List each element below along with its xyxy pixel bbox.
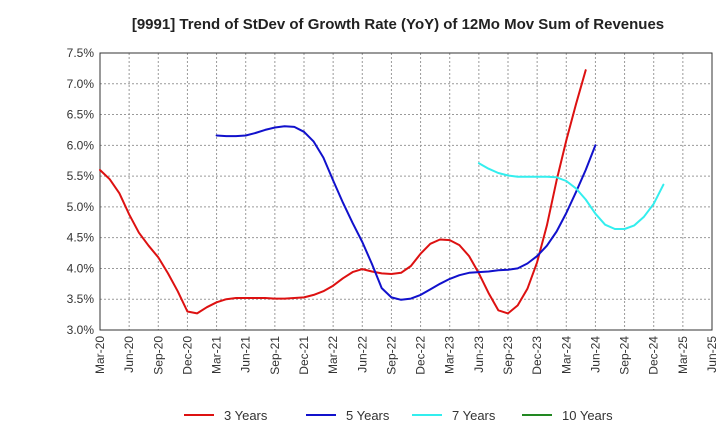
x-tick-label: Sep-20 (151, 336, 165, 375)
y-tick-label: 7.5% (67, 46, 95, 60)
y-tick-label: 6.0% (67, 138, 95, 152)
x-tick-label: Mar-20 (93, 336, 107, 374)
x-tick-label: Sep-23 (501, 336, 515, 375)
series-line-5-years (215, 125, 597, 301)
series-line-7-years (477, 162, 665, 230)
x-tick-label: Mar-23 (443, 336, 457, 374)
y-tick-label: 4.0% (67, 261, 95, 275)
x-tick-label: Mar-25 (676, 336, 690, 374)
y-tick-label: 5.5% (67, 169, 95, 183)
x-tick-label: Jun-25 (705, 336, 719, 373)
x-tick-label: Jun-23 (472, 336, 486, 373)
chart-title: [9991] Trend of StDev of Growth Rate (Yo… (132, 16, 664, 33)
x-tick-label: Jun-24 (588, 336, 602, 373)
y-axis: 3.0% 3.5% 4.0% 4.5% 5.0% 5.5% 6.0% 6.5% 7.0% 7.5% (67, 46, 95, 337)
x-tick-label: Dec-24 (647, 336, 661, 375)
legend-label: 5 Years (346, 408, 390, 423)
plot-area (99, 52, 713, 331)
x-tick-label: Mar-24 (559, 336, 573, 374)
x-tick-label: Jun-22 (355, 336, 369, 373)
x-tick-label: Sep-24 (618, 336, 632, 375)
x-tick-label: Dec-22 (414, 336, 428, 375)
x-tick-label: Dec-23 (530, 336, 544, 375)
x-tick-label: Mar-22 (326, 336, 340, 374)
x-tick-label: Sep-22 (384, 336, 398, 375)
series-line-3-years (99, 69, 587, 315)
grid (99, 52, 713, 331)
legend: 3 Years 5 Years 7 Years 10 Years (184, 408, 613, 423)
y-tick-label: 7.0% (67, 77, 95, 91)
x-tick-label: Dec-21 (297, 336, 311, 375)
legend-label: 3 Years (224, 408, 268, 423)
x-tick-label: Sep-21 (268, 336, 282, 375)
y-tick-label: 4.5% (67, 231, 95, 245)
x-axis: Mar-20 Jun-20 Sep-20 Dec-20 Mar-21 Jun-21 Sep-… (93, 336, 719, 375)
y-tick-label: 3.0% (67, 323, 95, 337)
y-tick-label: 5.0% (67, 200, 95, 214)
x-tick-label: Jun-20 (122, 336, 136, 373)
series-layer (99, 69, 665, 315)
y-tick-label: 6.5% (67, 108, 95, 122)
legend-label: 10 Years (562, 408, 613, 423)
x-tick-label: Jun-21 (239, 336, 253, 373)
x-tick-label: Dec-20 (180, 336, 194, 375)
x-tick-label: Mar-21 (210, 336, 224, 374)
y-tick-label: 3.5% (67, 292, 95, 306)
legend-label: 7 Years (452, 408, 496, 423)
